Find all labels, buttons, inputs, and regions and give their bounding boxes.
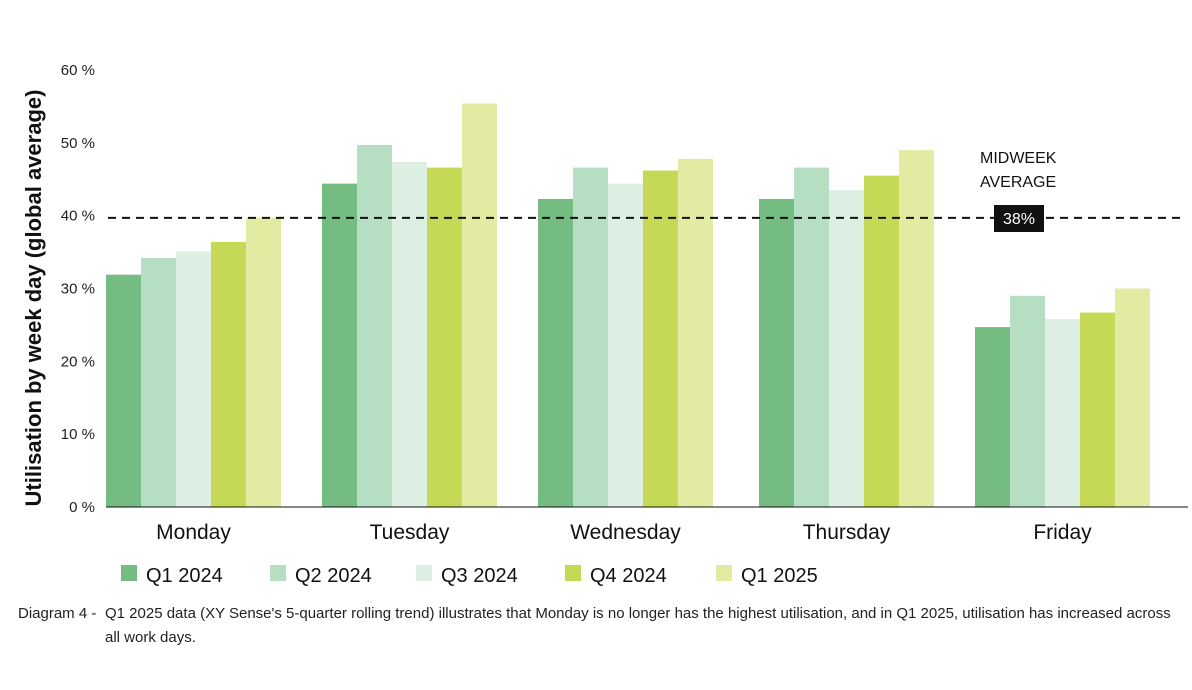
bars (106, 103, 1150, 508)
bar-thursday-q4-2024 (864, 175, 899, 507)
legend-swatch (416, 565, 432, 581)
x-tick-label: Monday (156, 521, 231, 544)
legend-swatch (565, 565, 581, 581)
bar-tuesday-q1-2024 (322, 183, 357, 507)
y-tick-label: 40 % (61, 208, 95, 225)
legend-label: Q1 2025 (741, 565, 818, 587)
utilisation-bar-chart: Utilisation by week day (global average)… (21, 62, 1188, 587)
legend-label: Q4 2024 (590, 565, 667, 587)
midweek-label-line2: AVERAGE (980, 174, 1056, 191)
x-tick-label: Friday (1033, 521, 1092, 544)
bar-tuesday-q3-2024 (392, 161, 427, 507)
bar-monday-q2-2024 (141, 257, 176, 507)
bar-friday-q3-2024 (1045, 319, 1080, 507)
bar-wednesday-q2-2024 (573, 167, 608, 507)
caption-label: Diagram 4 - (18, 605, 97, 622)
midweek-average-reference: MIDWEEK AVERAGE 38% (108, 150, 1186, 232)
bar-wednesday-q1-2025 (678, 158, 713, 507)
bar-thursday-q3-2024 (829, 190, 864, 508)
y-tick-label: 30 % (61, 281, 95, 298)
legend-swatch (270, 565, 286, 581)
x-tick-label: Tuesday (370, 521, 450, 544)
legend-swatch (121, 565, 137, 581)
bar-wednesday-q1-2024 (538, 198, 573, 508)
legend-label: Q1 2024 (146, 565, 223, 587)
bar-friday-q1-2025 (1115, 288, 1150, 507)
bar-monday-q4-2024 (211, 241, 246, 508)
y-axis-ticks: 0 % 10 % 20 % 30 % 40 % 50 % 60 % (61, 62, 95, 516)
midweek-badge-text: 38% (1003, 211, 1035, 228)
bar-wednesday-q4-2024 (643, 170, 678, 507)
bar-thursday-q1-2025 (899, 150, 934, 507)
bar-monday-q1-2024 (106, 274, 141, 507)
bar-thursday-q1-2024 (759, 198, 794, 508)
bar-wednesday-q3-2024 (608, 183, 643, 507)
y-tick-label: 60 % (61, 62, 95, 79)
x-axis-labels: Monday Tuesday Wednesday Thursday Friday (156, 521, 1092, 544)
y-tick-label: 50 % (61, 135, 95, 152)
bar-friday-q2-2024 (1010, 295, 1045, 507)
caption-text: Q1 2025 data (XY Sense's 5-quarter rolli… (105, 605, 1171, 646)
legend-label: Q2 2024 (295, 565, 372, 587)
midweek-badge-bg (994, 205, 1044, 232)
legend-swatch (716, 565, 732, 581)
y-tick-label: 0 % (69, 499, 95, 516)
bar-monday-q1-2025 (246, 217, 281, 507)
y-tick-label: 20 % (61, 353, 95, 370)
bar-friday-q1-2024 (975, 327, 1010, 507)
figure-caption: Diagram 4 - Q1 2025 data (XY Sense's 5-q… (18, 602, 1178, 650)
bar-thursday-q2-2024 (794, 167, 829, 507)
legend: Q1 2024 Q2 2024 Q3 2024 Q4 2024 Q1 2025 (121, 565, 818, 587)
x-tick-label: Thursday (803, 521, 891, 544)
midweek-label-line1: MIDWEEK (980, 150, 1057, 167)
y-axis-title-text: Utilisation by week day (global average) (21, 90, 46, 507)
bar-tuesday-q4-2024 (427, 167, 462, 507)
y-axis-title: Utilisation by week day (global average) (21, 90, 46, 507)
bar-tuesday-q1-2025 (462, 103, 497, 508)
bar-monday-q3-2024 (176, 251, 211, 507)
bar-tuesday-q2-2024 (357, 145, 392, 508)
y-tick-label: 10 % (61, 426, 95, 443)
bar-friday-q4-2024 (1080, 312, 1115, 507)
legend-label: Q3 2024 (441, 565, 518, 587)
x-tick-label: Wednesday (570, 521, 681, 544)
